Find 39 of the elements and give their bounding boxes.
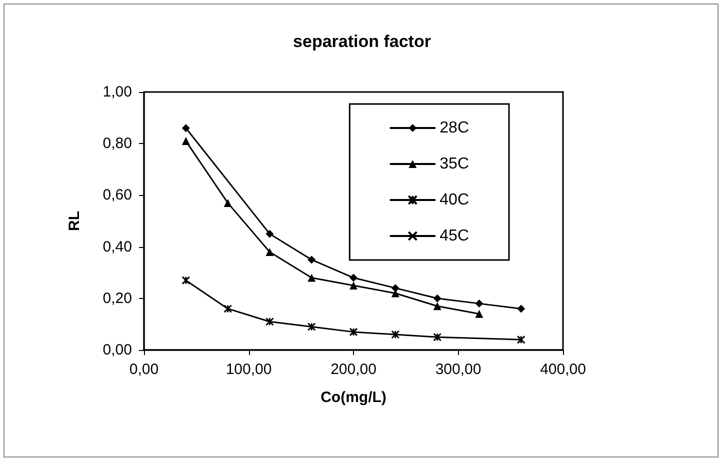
point bbox=[266, 230, 274, 238]
point bbox=[182, 124, 190, 132]
legend-label: 40C bbox=[440, 192, 470, 208]
x-tick-label: 300,00 bbox=[435, 361, 482, 378]
point bbox=[475, 310, 484, 318]
point bbox=[391, 330, 400, 339]
point bbox=[224, 304, 232, 313]
point bbox=[391, 284, 400, 292]
y-tick-label: 0,60 bbox=[102, 186, 132, 204]
point bbox=[350, 282, 358, 290]
point bbox=[350, 274, 358, 282]
y-axis-title: RL bbox=[66, 211, 83, 231]
point bbox=[224, 198, 232, 207]
x-tick-label: 100,00 bbox=[226, 361, 272, 378]
legend-label: 28C bbox=[440, 120, 470, 136]
point bbox=[182, 137, 190, 146]
point bbox=[433, 332, 442, 342]
x-tick-label: 200,00 bbox=[330, 361, 376, 378]
point bbox=[266, 248, 274, 256]
y-tick-label: 0,40 bbox=[102, 238, 132, 256]
legend-label: 35C bbox=[440, 156, 470, 172]
point bbox=[349, 328, 358, 336]
point bbox=[433, 302, 442, 310]
point bbox=[307, 322, 316, 332]
point bbox=[308, 274, 316, 282]
x-tick-label: 0,00 bbox=[129, 361, 159, 378]
x-tick-label: 400,00 bbox=[540, 361, 586, 378]
point bbox=[517, 304, 526, 313]
point bbox=[308, 256, 316, 264]
y-tick-label: 0,80 bbox=[102, 135, 132, 152]
y-tick-label: 1,00 bbox=[102, 84, 132, 100]
x-axis-title: Co(mg/L) bbox=[320, 389, 386, 406]
point bbox=[265, 317, 274, 326]
y-tick-label: 0,20 bbox=[102, 290, 132, 307]
point bbox=[475, 300, 484, 308]
point bbox=[433, 294, 442, 302]
legend-label: 45C bbox=[440, 228, 470, 244]
y-tick-label: 0,00 bbox=[102, 342, 132, 358]
chart-title: separation factor bbox=[293, 32, 432, 51]
